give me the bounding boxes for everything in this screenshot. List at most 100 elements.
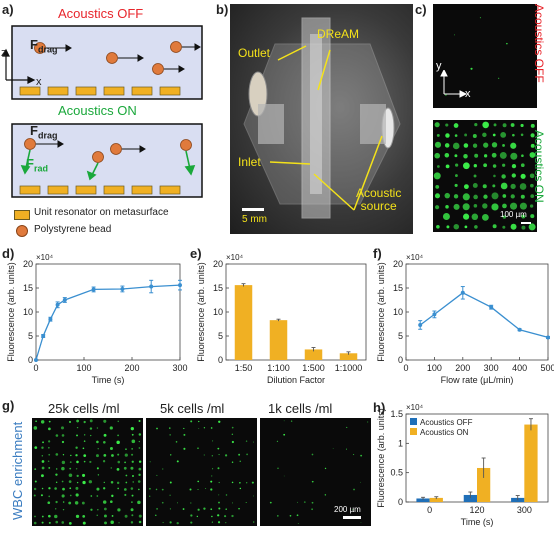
fluor-spot [41, 466, 45, 470]
x-tick-label: 300 [484, 363, 499, 373]
fluor-spot [138, 447, 141, 449]
fluor-spot [75, 493, 79, 497]
data-point [34, 358, 38, 362]
x-axis-label: Dilution Factor [267, 375, 325, 385]
legend-swatch [410, 418, 417, 425]
fluor-spot [218, 454, 220, 456]
fluor-spot [76, 460, 79, 464]
fluor-spot [445, 164, 450, 169]
fluor-spot [345, 448, 347, 450]
drag-arrows-on [36, 140, 146, 153]
y-exponent: ×10⁴ [406, 403, 424, 412]
fluor-spot [183, 427, 185, 430]
fluor-spot [41, 487, 44, 490]
fluor-spot [155, 488, 158, 491]
fluor-spot [520, 133, 524, 137]
panel-h-label: h) [373, 400, 386, 415]
fluor-spot [506, 42, 508, 45]
y-tick-label: 0.5 [390, 468, 403, 478]
axes-yx-c [440, 70, 468, 98]
fluor-spot [41, 515, 44, 518]
fluor-spot [75, 446, 78, 449]
fluor-spot [283, 475, 285, 477]
fluor-spot [82, 473, 86, 477]
fluor-spot [481, 213, 489, 221]
fluor-spot [225, 494, 228, 496]
fluor-spot [311, 453, 314, 456]
beads-off [34, 41, 182, 75]
fluor-spot [470, 67, 473, 70]
fluor-spot [111, 454, 114, 457]
fluor-spot [283, 433, 286, 436]
fluor-spot [104, 521, 107, 525]
fluor-spot [189, 488, 192, 491]
fluor-spot [34, 480, 37, 483]
scale-bar-g [343, 516, 361, 519]
fluor-spot [211, 515, 213, 518]
fdrag-f: F [30, 123, 38, 138]
fluor-spot [156, 507, 158, 510]
fluor-spot [246, 453, 248, 456]
fluor-spot [276, 515, 279, 517]
fluor-spot [48, 521, 51, 524]
fluor-spot [190, 502, 192, 504]
fluor-spot [183, 447, 186, 450]
fluor-spot [224, 515, 227, 518]
fluor-spot [225, 522, 227, 524]
fluor-spot [149, 495, 151, 497]
fluor-spot [483, 142, 489, 148]
fluor-spot [437, 165, 440, 168]
fluor-spot [502, 225, 506, 229]
data-point [460, 290, 465, 295]
fluor-spot [530, 183, 534, 188]
x-tick-label: 200 [455, 363, 470, 373]
fluor-spot [117, 460, 121, 464]
fluor-spot [474, 122, 478, 127]
fluor-spot [76, 474, 79, 477]
fluor-spot [90, 434, 92, 437]
bar [429, 497, 443, 502]
fluor-spot [131, 474, 134, 478]
fluor-spot [464, 225, 468, 229]
y-tick-label: 10 [213, 307, 223, 317]
fluor-spot [238, 507, 240, 510]
fluor-spot [454, 34, 456, 36]
fluor-spot [156, 427, 158, 430]
fdrag-label-on: Fdrag [30, 123, 57, 141]
fluor-spot [211, 521, 213, 523]
fluor-spot [212, 440, 214, 442]
fluor-spot [433, 172, 441, 180]
fluor-spot [501, 174, 506, 179]
fluor-spot [61, 434, 65, 437]
fluor-spot [211, 455, 213, 457]
fluor-spot [253, 495, 255, 497]
fluor-spot [530, 143, 535, 148]
fluor-spot [117, 487, 119, 490]
fluor-spot [203, 427, 206, 429]
g-col3-title: 1k cells /ml [268, 401, 333, 416]
fluor-spot [436, 133, 440, 137]
fluor-spot [96, 514, 98, 517]
axis-x-label-c: x [465, 88, 471, 100]
fluor-spot [502, 203, 507, 209]
fluor-spot [48, 420, 51, 423]
fluor-spot [131, 460, 134, 463]
fluor-spot [360, 454, 363, 457]
fluor-spot [520, 194, 525, 199]
fluor-spot [116, 467, 120, 471]
fluor-spot [148, 487, 151, 490]
x-tick-label: 200 [124, 363, 139, 373]
data-point [41, 334, 46, 338]
fluor-spot [502, 123, 507, 128]
fluor-spot [61, 440, 65, 444]
fluor-spot [48, 453, 51, 456]
fluor-spot [76, 419, 80, 423]
fluor-spot [41, 460, 45, 463]
fluor-spot [34, 468, 37, 471]
y-exponent: ×10⁴ [406, 253, 424, 262]
legend-swatch [410, 428, 417, 435]
acoustic-source-line1: Acoustic [356, 186, 402, 200]
fluor-spot [510, 152, 518, 160]
fluor-spot [455, 163, 459, 167]
fluor-spot [529, 204, 534, 208]
